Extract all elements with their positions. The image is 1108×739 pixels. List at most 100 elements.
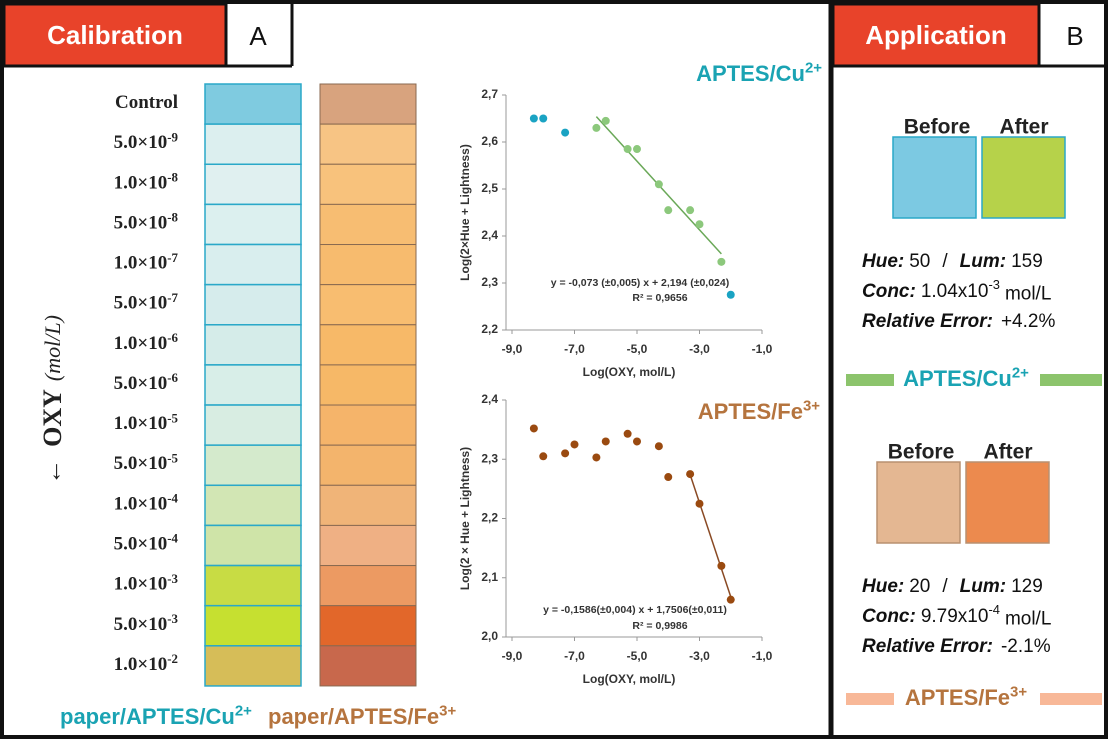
- data-point: [530, 115, 538, 123]
- banner-label-main: APTES/Cu: [903, 366, 1012, 391]
- concentration-label-sup: -8: [167, 210, 178, 225]
- data-point: [633, 145, 641, 153]
- concentration-label-sup: -3: [167, 571, 178, 586]
- y-tick-label: 2,3: [481, 451, 498, 465]
- concentration-label: 5.0×10-3: [114, 611, 179, 635]
- panel-label: Calibration: [47, 20, 183, 50]
- chart-title-sup: 2+: [805, 59, 822, 76]
- concentration-label-main: 5.0×10: [114, 133, 168, 154]
- error-label: Relative Error:: [862, 636, 993, 657]
- concentration-label: 5.0×10-7: [114, 290, 179, 314]
- data-point: [686, 470, 694, 478]
- data-point: [561, 449, 569, 457]
- concentration-label-main: 1.0×10: [114, 654, 168, 675]
- hue-value: 50: [909, 251, 930, 272]
- concentration-label-main: 5.0×10: [114, 614, 168, 635]
- after-label: After: [999, 116, 1048, 139]
- error-value: +4.2%: [1001, 311, 1056, 332]
- fe-strip: [320, 84, 416, 124]
- chart-title-main: APTES/Fe: [698, 399, 803, 424]
- cu-strip: [205, 445, 301, 485]
- annotation: R² = 0,9986: [632, 620, 687, 632]
- cu-strip: [205, 365, 301, 405]
- error-value: -2.1%: [1001, 636, 1051, 657]
- x-tick-label: -3,0: [689, 649, 710, 663]
- fe-strip: [320, 445, 416, 485]
- x-tick-label: -7,0: [564, 649, 585, 663]
- data-point: [655, 180, 663, 188]
- fe-strip: [320, 204, 416, 244]
- concentration-label: 5.0×10-6: [114, 370, 179, 394]
- label-unit: (mol/L): [40, 315, 65, 381]
- fe-strip: [320, 124, 416, 164]
- hue-line: Hue:20/Lum:129: [862, 576, 1043, 597]
- fe-strip: [320, 405, 416, 445]
- data-point: [696, 500, 704, 508]
- footer-label: paper/APTES/Fe3+: [268, 702, 456, 729]
- concentration-label: 5.0×10-4: [114, 531, 179, 555]
- fe-strip: [320, 646, 416, 686]
- banner-bar: [1040, 693, 1102, 705]
- y-tick-label: 2,0: [481, 629, 498, 643]
- hue-line: Hue:50/Lum:159: [862, 251, 1043, 272]
- y-tick-label: 2,2: [481, 322, 498, 336]
- y-tick-label: 2,7: [481, 87, 498, 101]
- concentration-label-sup: -9: [167, 129, 178, 144]
- data-point: [696, 220, 704, 228]
- concentration-label: 1.0×10-4: [114, 491, 179, 515]
- concentration-label-main: 5.0×10: [114, 454, 168, 475]
- concentration-label-main: 1.0×10: [114, 494, 168, 515]
- y-tick-label: 2,2: [481, 511, 498, 525]
- concentration-label: 5.0×10-8: [114, 210, 179, 234]
- x-tick-label: -7,0: [564, 342, 585, 356]
- concentration-label-main: 1.0×10: [114, 173, 168, 194]
- conc-exponent: -3: [988, 278, 999, 293]
- cu-strip: [205, 405, 301, 445]
- y-tick-label: 2,3: [481, 275, 498, 289]
- concentration-label-main: 5.0×10: [114, 293, 168, 314]
- y-tick-label: 2,6: [481, 134, 498, 148]
- error-line: Relative Error: -2.1%: [862, 636, 1051, 657]
- concentration-label: 1.0×10-6: [114, 330, 179, 354]
- fit-line: [690, 475, 731, 597]
- annotation: y = -0,1586(±0,004) x + 1,7506(±0,011): [543, 604, 727, 616]
- concentration-label-sup: -8: [167, 169, 178, 184]
- concentration-label-sup: -6: [167, 330, 178, 345]
- chart-title: APTES/Cu2+: [696, 59, 822, 86]
- panel-letter: B: [1066, 21, 1083, 51]
- cu-strip: [205, 124, 301, 164]
- conc-label: Conc:: [862, 606, 916, 627]
- banner-bar: [846, 374, 894, 386]
- data-point: [592, 124, 600, 132]
- concentration-label-sup: -6: [167, 370, 178, 385]
- lum-value: 129: [1011, 576, 1043, 597]
- fe-strip: [320, 245, 416, 285]
- concentration-label-main: 5.0×10: [114, 534, 168, 555]
- before-swatch: [877, 462, 960, 543]
- conc-exponent: -4: [988, 603, 999, 618]
- banner-bar: [1040, 374, 1102, 386]
- separator: /: [942, 251, 948, 272]
- cu-strip: [205, 204, 301, 244]
- before-swatch: [893, 137, 976, 218]
- concentration-label-sup: -3: [167, 611, 178, 626]
- data-point: [530, 424, 538, 432]
- lum-value: 159: [1011, 251, 1043, 272]
- banner-label-main: APTES/Fe: [905, 685, 1010, 710]
- fe-strip: [320, 566, 416, 606]
- hue-label: Hue:: [862, 576, 904, 597]
- concentration-label-sup: -5: [167, 410, 178, 425]
- concentration-label-main: 5.0×10: [114, 373, 168, 394]
- x-axis-label: Log(OXY, mol/L): [583, 672, 676, 686]
- chart-title-sup: 3+: [803, 397, 820, 414]
- footer-label-main: paper/APTES/Cu: [60, 704, 235, 729]
- banner-label: APTES/Cu2+: [903, 364, 1029, 391]
- concentration-label-sup: -5: [167, 450, 178, 465]
- data-point: [592, 453, 600, 461]
- fe-strip: [320, 485, 416, 525]
- y-tick-label: 2,4: [481, 228, 498, 242]
- concentration-label: Control: [115, 92, 178, 113]
- cu-strip: [205, 245, 301, 285]
- data-point: [686, 206, 694, 214]
